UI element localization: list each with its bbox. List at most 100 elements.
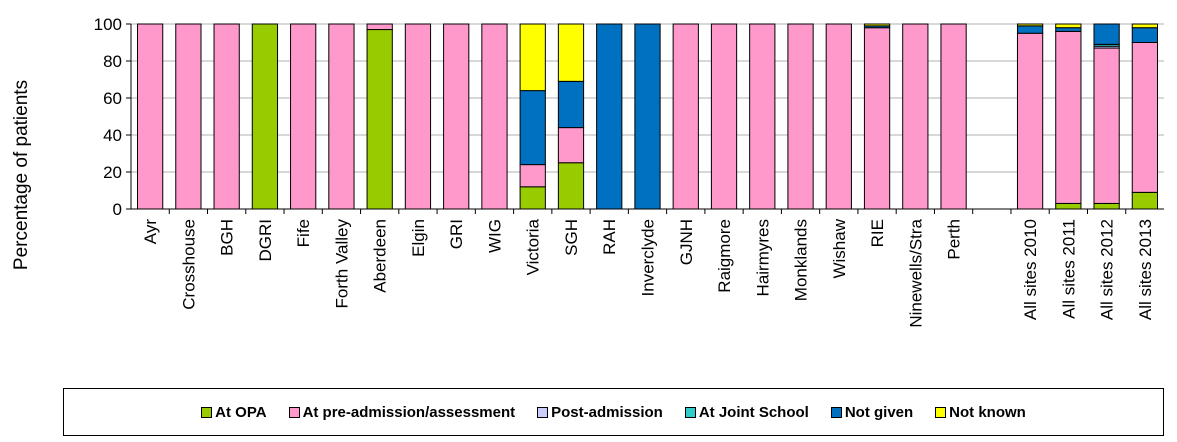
x-tick-label: GJNH — [677, 219, 696, 265]
bar-segment-1 — [290, 23, 317, 210]
bar-segment-1 — [863, 27, 891, 210]
bar-segment-0 — [251, 23, 279, 210]
bar-segment-4 — [519, 90, 546, 166]
x-tick-label: Aberdeen — [371, 219, 390, 293]
legend-item: At Joint School — [684, 403, 809, 421]
bar-segment-1 — [1093, 47, 1120, 204]
bar-segment-5 — [557, 23, 585, 82]
bar-segment-1 — [787, 23, 814, 210]
axes — [126, 23, 1164, 214]
bar-segment-1 — [443, 23, 470, 210]
x-tick-label: Wishaw — [830, 218, 849, 278]
legend-swatch — [537, 406, 549, 418]
x-tick-label: WIG — [485, 219, 504, 253]
x-tick-label: BGH — [218, 219, 237, 256]
x-tick-label: Fife — [294, 219, 313, 247]
bar-segment-0 — [1055, 202, 1082, 210]
bar-segment-5 — [1055, 23, 1082, 29]
bar-segment-4 — [1093, 23, 1120, 45]
legend-swatch — [201, 406, 213, 418]
bar-segment-1 — [557, 127, 585, 164]
bar-segment-1 — [366, 23, 393, 31]
bar-segment-1 — [710, 23, 738, 210]
bar-segment-1 — [672, 23, 699, 210]
legend-item: At pre-admission/assessment — [288, 403, 516, 421]
bar-segment-0 — [519, 186, 546, 210]
bar-segment-5 — [863, 23, 891, 27]
x-tick-label: Ninewells/Stra — [906, 218, 925, 327]
bar-segment-5 — [1016, 23, 1044, 27]
x-tick-label: RIE — [868, 219, 887, 247]
bar-segment-1 — [481, 23, 508, 210]
legend-swatch — [830, 406, 842, 418]
bar-segment-1 — [1016, 32, 1044, 210]
x-tick-label: RAH — [600, 219, 619, 255]
stacked-bar-chart: 0 20 40 60 80 100 Ayr Crosshouse BGH DGRI Fife For… — [11, 15, 1164, 328]
legend-swatch — [288, 406, 300, 418]
bar-segment-4 — [1055, 27, 1082, 32]
x-tick-label: All sites 2011 — [1059, 219, 1078, 319]
x-tick-label: Hairmyres — [753, 219, 772, 296]
chart-legend: At OPA At pre-admission/assessment Post-ad… — [63, 388, 1164, 436]
bar-segment-1 — [519, 164, 546, 188]
bar-segment-1 — [749, 23, 776, 210]
bar-segment-1 — [404, 23, 432, 210]
y-tick-label: 20 — [103, 163, 122, 182]
bar-segment-0 — [366, 29, 393, 210]
bar-segment-1 — [940, 23, 967, 210]
x-tick-label: Monklands — [792, 219, 811, 301]
bar-segment-0 — [1131, 191, 1158, 210]
y-tick-labels: 0 20 40 60 80 100 — [94, 15, 122, 219]
y-tick-label: 40 — [103, 126, 122, 145]
bar-segment-1 — [902, 23, 929, 210]
x-tick-label: Forth Valley — [332, 219, 351, 309]
x-tick-label: All sites 2010 — [1021, 219, 1040, 320]
x-tick-label: Raigmore — [715, 219, 734, 293]
legend-label: At pre-admission/assessment — [302, 403, 516, 421]
legend-label: At OPA — [215, 403, 267, 421]
legend-swatch — [935, 406, 947, 418]
bar-segment-0 — [557, 162, 585, 210]
x-tick-label: Victoria — [524, 218, 543, 275]
x-tick-labels: Ayr Crosshouse BGH DGRI Fife Forth Valley Aber… — [141, 218, 1155, 327]
legend-item: Not known — [935, 404, 1026, 421]
x-tick-label: Inverclyde — [639, 219, 658, 296]
x-tick-label: SGH — [562, 219, 581, 256]
bar-segment-1 — [137, 23, 164, 210]
y-tick-label: 80 — [103, 52, 122, 71]
legend-swatch — [684, 406, 696, 418]
x-tick-label: Elgin — [409, 219, 428, 257]
bar-segment-1 — [1131, 42, 1158, 193]
x-tick-label: DGRI — [256, 219, 275, 262]
legend-item: At OPA — [201, 403, 267, 421]
legend-item: Post-admission — [537, 404, 663, 421]
bar-segment-4 — [1016, 25, 1044, 34]
bar-segment-1 — [175, 23, 202, 210]
bars — [137, 23, 1158, 210]
x-tick-label: All sites 2013 — [1136, 219, 1155, 320]
bar-segment-4 — [634, 23, 661, 210]
y-tick-label: 100 — [94, 15, 122, 34]
y-tick-label: 0 — [113, 200, 122, 219]
bar-segment-1 — [328, 23, 355, 210]
y-axis-label: Percentage of patients — [11, 80, 32, 270]
x-tick-label: Perth — [945, 219, 964, 260]
bar-segment-1 — [213, 23, 240, 210]
legend-item: Not given — [830, 403, 914, 421]
x-tick-label: All sites 2012 — [1098, 219, 1117, 320]
bar-segment-4 — [557, 80, 585, 129]
x-tick-label: GRI — [447, 219, 466, 249]
legend-label: Post-admission — [551, 403, 663, 421]
bar-segment-1 — [1055, 30, 1082, 204]
y-tick-label: 60 — [103, 89, 122, 108]
legend-label: At Joint School — [698, 403, 809, 421]
bar-segment-0 — [1093, 202, 1120, 210]
bar-segment-4 — [1131, 27, 1158, 44]
bar-segment-4 — [596, 23, 623, 210]
bar-segment-1 — [825, 23, 852, 210]
x-tick-label: Crosshouse — [179, 219, 198, 310]
legend-label: Not given — [844, 403, 914, 421]
legend-label: Not known — [949, 403, 1026, 421]
x-tick-label: Ayr — [141, 219, 160, 245]
bar-segment-5 — [1131, 23, 1158, 29]
